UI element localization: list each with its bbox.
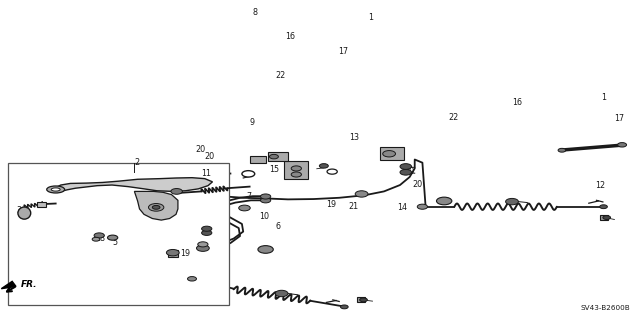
Circle shape	[269, 154, 278, 159]
Text: 13: 13	[349, 133, 359, 142]
Text: 7: 7	[246, 192, 252, 201]
Text: 16: 16	[512, 98, 522, 107]
Circle shape	[260, 194, 271, 199]
Circle shape	[196, 245, 209, 251]
Circle shape	[355, 191, 368, 197]
Text: 20: 20	[404, 167, 415, 176]
Text: 22: 22	[448, 113, 458, 122]
Ellipse shape	[51, 188, 60, 191]
Text: 6: 6	[275, 222, 280, 231]
Ellipse shape	[18, 207, 31, 219]
Text: FR.: FR.	[20, 280, 37, 289]
Bar	[380, 147, 404, 160]
Circle shape	[291, 172, 301, 177]
Text: 16: 16	[285, 32, 295, 41]
Circle shape	[291, 166, 301, 171]
Circle shape	[600, 205, 607, 209]
Circle shape	[108, 235, 118, 240]
Text: 21: 21	[349, 202, 359, 211]
Bar	[284, 161, 308, 179]
Text: 2: 2	[134, 158, 140, 167]
Circle shape	[360, 298, 367, 302]
Text: 14: 14	[397, 203, 407, 212]
Circle shape	[198, 242, 208, 247]
Bar	[268, 152, 288, 161]
Text: 12: 12	[595, 181, 605, 189]
Circle shape	[327, 169, 337, 174]
Ellipse shape	[47, 186, 65, 193]
Circle shape	[436, 197, 452, 205]
Circle shape	[506, 198, 518, 205]
Text: 20: 20	[413, 180, 423, 189]
Bar	[8, 163, 229, 305]
Circle shape	[400, 169, 412, 175]
Text: 18: 18	[95, 234, 105, 243]
Circle shape	[239, 205, 250, 211]
Text: 19: 19	[326, 200, 337, 209]
Bar	[357, 297, 365, 302]
Circle shape	[260, 198, 271, 203]
Circle shape	[319, 164, 328, 168]
Bar	[168, 250, 178, 257]
Text: 3: 3	[16, 206, 21, 215]
Circle shape	[148, 204, 164, 211]
Circle shape	[275, 290, 288, 297]
Circle shape	[188, 277, 196, 281]
Text: 9: 9	[250, 118, 255, 127]
Circle shape	[202, 230, 212, 235]
Circle shape	[417, 204, 428, 209]
Circle shape	[558, 148, 566, 152]
Circle shape	[94, 233, 104, 238]
Circle shape	[400, 164, 412, 169]
Polygon shape	[52, 178, 212, 191]
Text: 19: 19	[180, 249, 191, 258]
Text: 10: 10	[259, 212, 269, 221]
Circle shape	[603, 216, 611, 219]
Circle shape	[92, 237, 100, 241]
Circle shape	[618, 143, 627, 147]
Text: 17: 17	[338, 47, 348, 56]
Circle shape	[340, 305, 348, 309]
Circle shape	[166, 249, 179, 256]
Text: 8: 8	[253, 8, 258, 17]
Polygon shape	[134, 191, 178, 220]
Text: 11: 11	[202, 169, 212, 178]
Text: 1: 1	[602, 93, 607, 102]
Bar	[250, 156, 266, 163]
Text: 17: 17	[614, 114, 625, 122]
Text: SV43-B2600B: SV43-B2600B	[580, 305, 630, 311]
Text: 20: 20	[195, 145, 205, 154]
Circle shape	[242, 171, 255, 177]
Polygon shape	[1, 281, 16, 289]
Text: 4: 4	[38, 201, 44, 210]
Text: 5: 5	[112, 238, 117, 247]
Bar	[600, 215, 608, 220]
Bar	[37, 202, 46, 207]
Text: 22: 22	[275, 71, 285, 80]
Circle shape	[383, 151, 396, 157]
Text: 15: 15	[269, 165, 279, 174]
Circle shape	[202, 226, 212, 231]
Text: 20: 20	[205, 152, 215, 161]
Circle shape	[171, 189, 182, 194]
Circle shape	[258, 246, 273, 253]
Text: 1: 1	[368, 13, 373, 22]
Circle shape	[152, 205, 160, 209]
